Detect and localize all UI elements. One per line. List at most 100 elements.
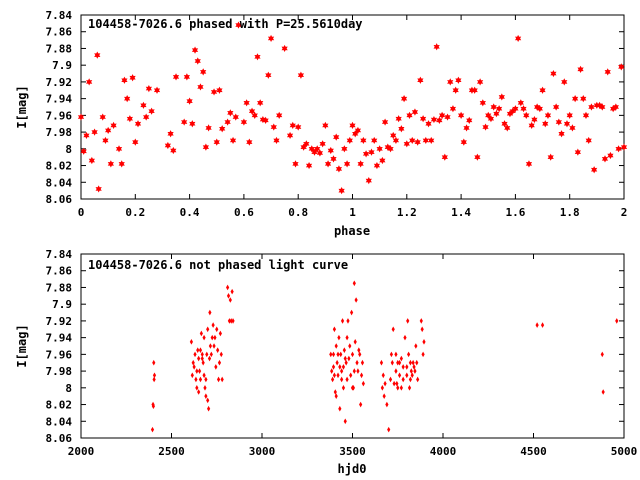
data-point xyxy=(286,131,294,140)
data-point xyxy=(397,359,402,366)
data-point xyxy=(381,118,389,126)
data-point xyxy=(231,318,235,324)
data-point xyxy=(409,368,413,374)
data-point xyxy=(425,120,432,128)
data-point xyxy=(471,86,478,94)
top-x-axis-label: phase xyxy=(334,224,370,238)
data-point xyxy=(580,95,587,103)
data-point xyxy=(226,293,231,299)
y-tick-label: 7.84 xyxy=(46,9,73,22)
data-point xyxy=(501,120,508,128)
data-point xyxy=(348,343,352,349)
data-point xyxy=(201,359,205,366)
data-point xyxy=(412,364,416,370)
data-point xyxy=(362,150,370,158)
data-point xyxy=(353,339,357,345)
y-tick-label: 7.94 xyxy=(46,332,73,345)
data-point xyxy=(466,116,473,124)
data-point xyxy=(335,165,343,173)
data-point xyxy=(338,364,342,370)
data-point xyxy=(342,347,346,353)
data-point xyxy=(407,351,411,358)
data-point xyxy=(189,120,196,128)
x-tick-label: 0.2 xyxy=(125,206,145,219)
data-point xyxy=(512,105,519,113)
data-point xyxy=(397,372,402,379)
data-point xyxy=(413,368,417,374)
data-point xyxy=(339,351,343,358)
data-point xyxy=(428,136,435,145)
data-point xyxy=(212,343,216,349)
data-point xyxy=(438,111,446,119)
data-point xyxy=(150,426,155,433)
data-point xyxy=(506,110,514,118)
data-point xyxy=(392,380,396,387)
data-point xyxy=(574,148,581,156)
data-point xyxy=(230,288,234,295)
data-point xyxy=(341,145,348,153)
data-point xyxy=(414,138,421,146)
data-point xyxy=(349,309,354,316)
data-point xyxy=(444,113,451,121)
x-tick-label: 0.4 xyxy=(180,206,200,219)
data-point xyxy=(539,86,546,94)
data-point xyxy=(110,121,117,129)
data-point xyxy=(547,153,554,161)
data-point xyxy=(406,318,410,324)
data-point xyxy=(398,125,405,133)
data-point xyxy=(203,385,207,391)
data-point xyxy=(604,68,611,76)
data-point xyxy=(607,151,614,160)
data-point xyxy=(134,120,142,128)
data-point xyxy=(433,43,440,51)
data-point xyxy=(228,297,232,303)
data-point xyxy=(86,78,93,86)
data-point xyxy=(416,376,420,383)
data-point xyxy=(83,131,90,140)
data-point xyxy=(396,359,400,366)
data-point xyxy=(148,107,155,115)
data-point xyxy=(591,166,598,174)
data-point xyxy=(213,138,220,146)
data-point xyxy=(350,385,355,391)
data-point xyxy=(379,359,384,366)
data-point xyxy=(297,71,305,79)
y-tick-label: 7.92 xyxy=(46,315,73,328)
data-point xyxy=(485,111,492,119)
data-point xyxy=(479,99,486,107)
data-point xyxy=(357,160,364,168)
data-point xyxy=(359,372,364,379)
y-tick-label: 7.86 xyxy=(46,265,73,278)
data-point xyxy=(215,326,219,333)
data-point xyxy=(504,124,511,132)
data-point xyxy=(358,351,362,358)
data-point xyxy=(419,115,427,123)
data-point xyxy=(152,372,157,379)
data-point xyxy=(202,372,206,379)
x-tick-label: 2500 xyxy=(158,445,185,458)
data-point xyxy=(205,124,212,132)
data-point xyxy=(399,355,403,362)
data-point xyxy=(509,107,516,115)
data-point xyxy=(385,401,389,408)
data-point xyxy=(204,376,208,383)
data-point xyxy=(405,372,409,379)
data-point xyxy=(535,322,539,328)
data-point xyxy=(194,376,198,383)
data-point xyxy=(254,53,261,61)
data-point xyxy=(220,376,224,383)
data-point xyxy=(558,130,565,138)
data-point xyxy=(360,136,367,145)
data-point xyxy=(248,107,256,115)
data-point xyxy=(140,101,147,109)
data-point xyxy=(421,351,425,358)
data-point xyxy=(200,351,204,358)
data-point xyxy=(331,364,336,370)
data-point xyxy=(482,123,489,131)
data-point xyxy=(265,71,272,79)
y-tick-label: 8.06 xyxy=(46,193,73,206)
data-point xyxy=(390,131,397,140)
data-point xyxy=(191,359,195,366)
data-point xyxy=(531,115,538,124)
